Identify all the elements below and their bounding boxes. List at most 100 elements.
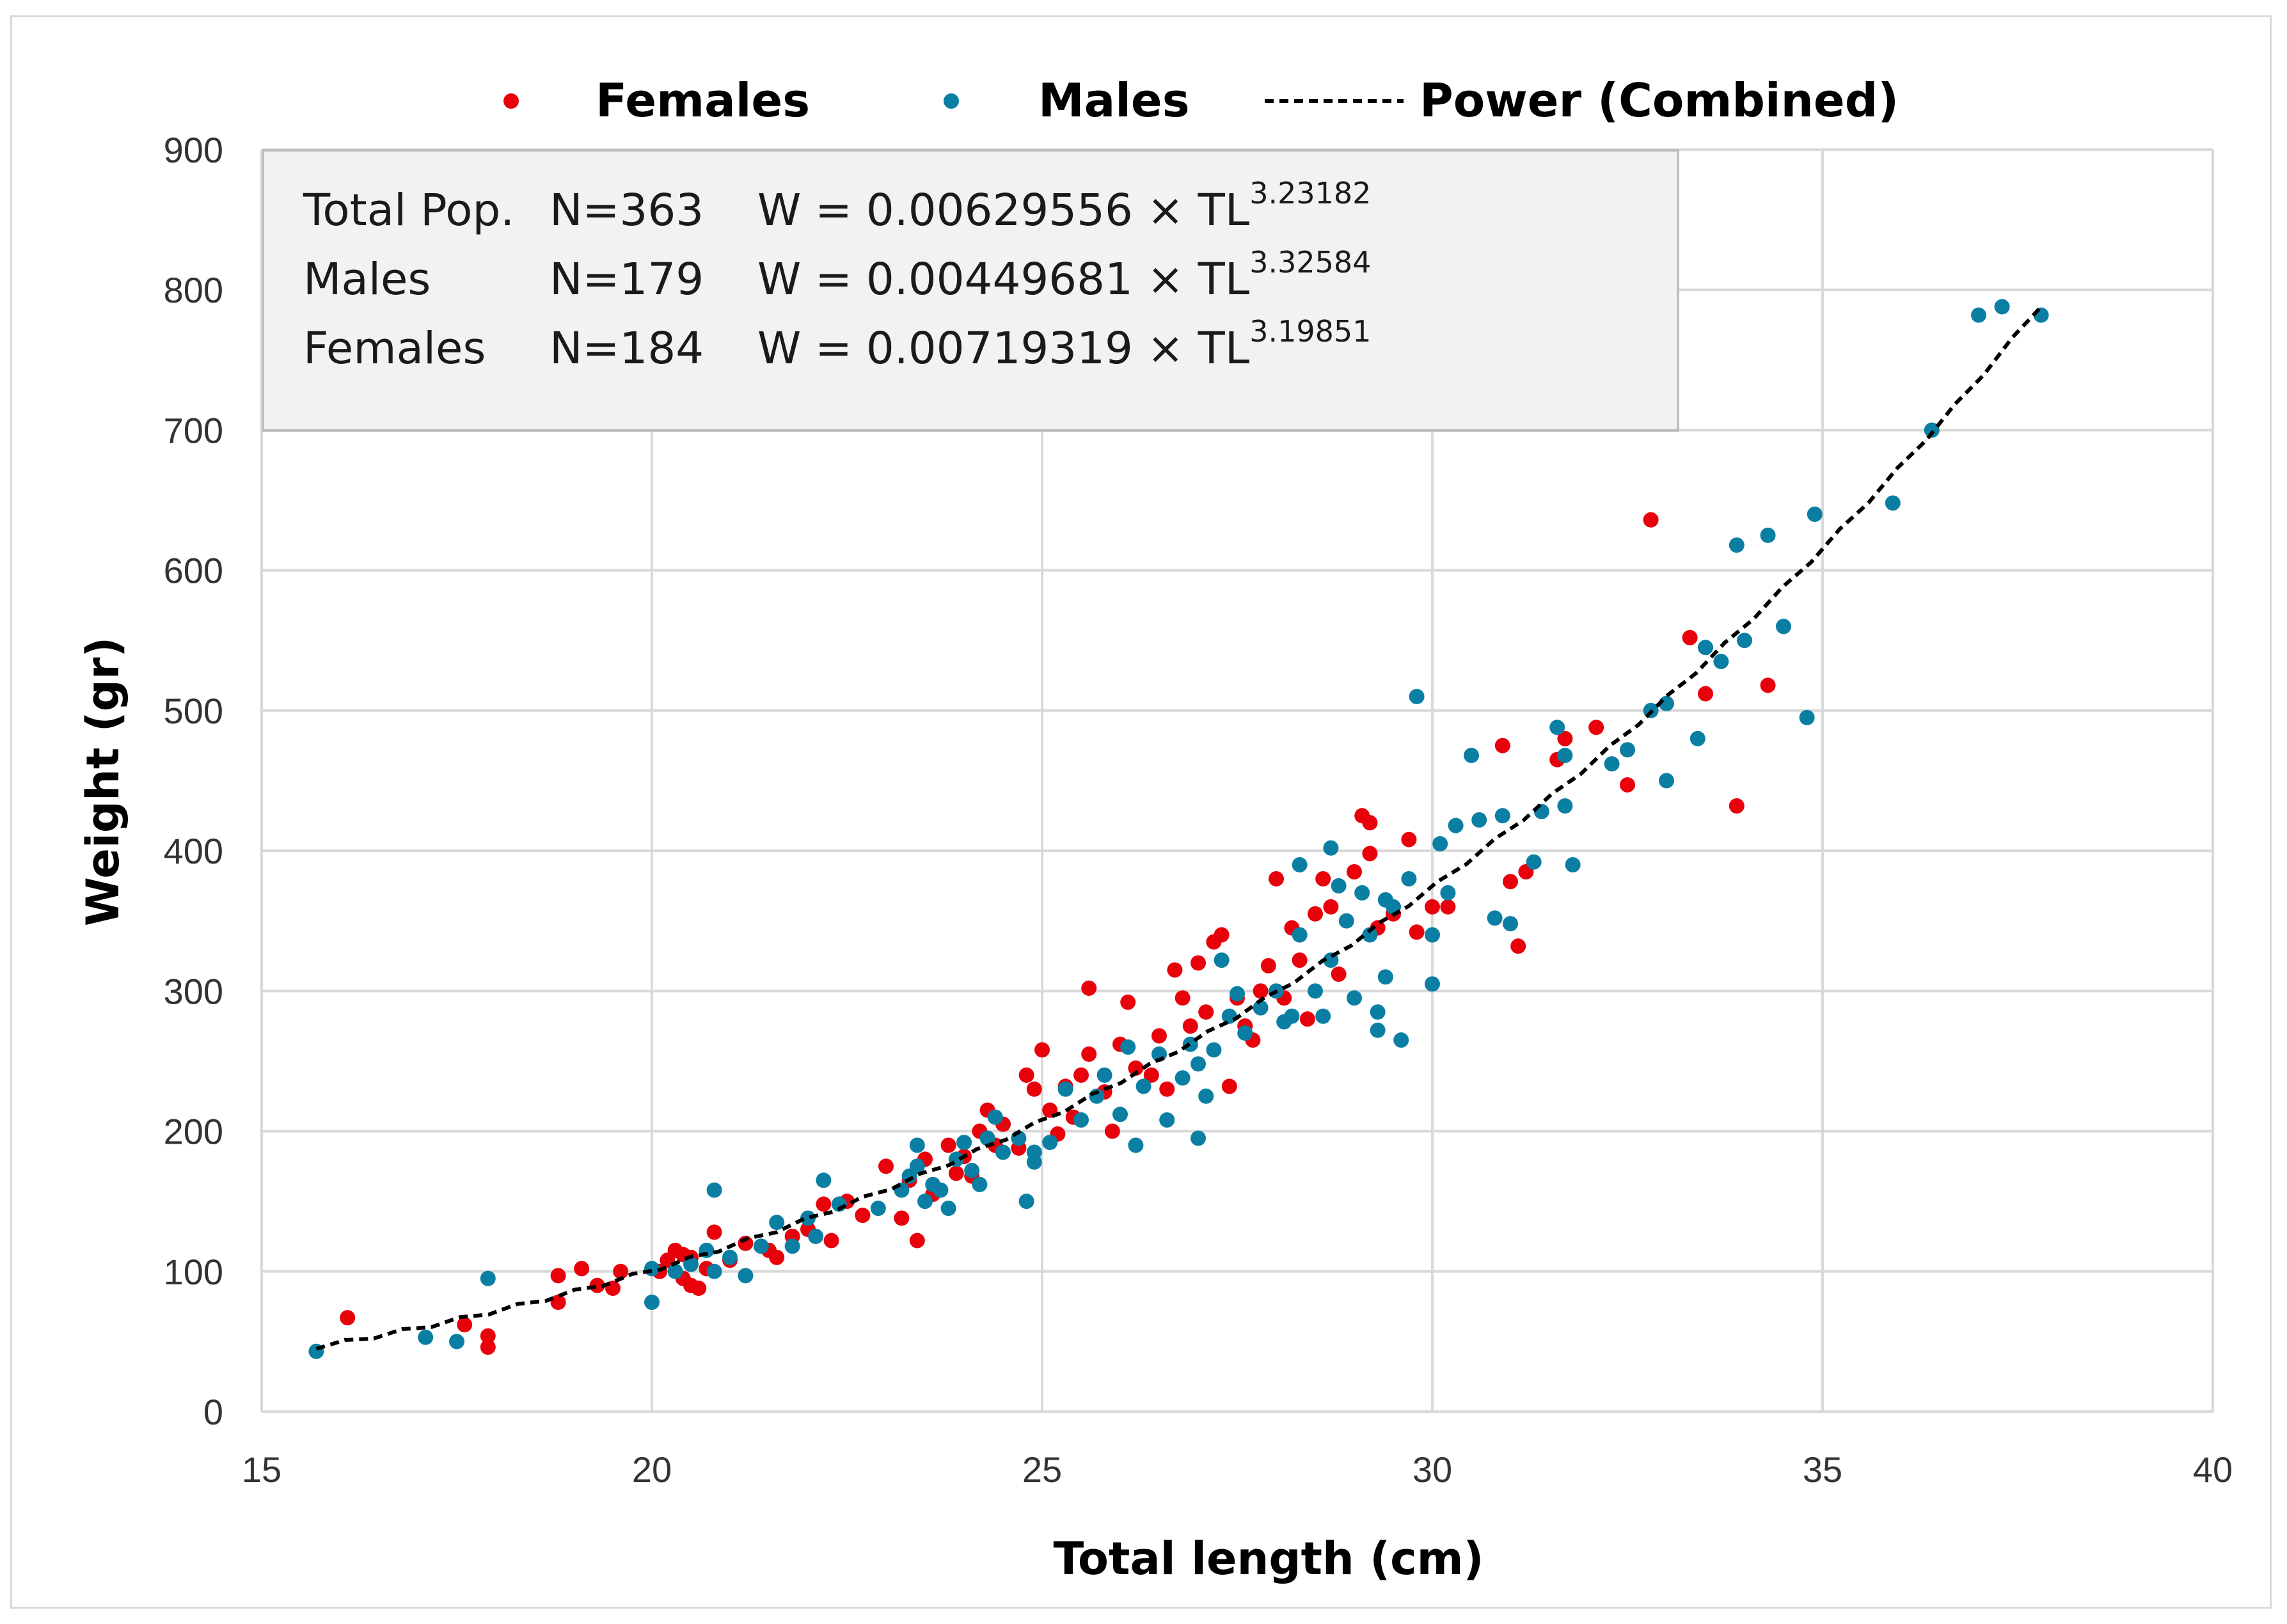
- female-point: [1151, 1028, 1167, 1044]
- female-point: [550, 1268, 566, 1284]
- male-point: [683, 1256, 699, 1272]
- male-point: [1799, 709, 1815, 725]
- female-point: [1698, 686, 1713, 702]
- male-point: [933, 1182, 949, 1198]
- x-tick-label: 35: [1803, 1449, 1842, 1490]
- male-point: [644, 1261, 660, 1277]
- male-point: [808, 1228, 824, 1244]
- male-point: [800, 1210, 816, 1226]
- x-tick-label: 25: [1022, 1449, 1062, 1490]
- equation-exponent: 3.32584: [1249, 245, 1371, 280]
- male-point: [1401, 871, 1417, 887]
- male-point: [1331, 878, 1347, 894]
- x-axis-title: Total length (cm): [1053, 1533, 1484, 1585]
- female-point: [1159, 1081, 1175, 1097]
- legend-males-label: Males: [1038, 74, 1190, 127]
- female-point: [340, 1310, 356, 1326]
- female-point: [1260, 958, 1276, 974]
- female-point: [1409, 924, 1425, 940]
- male-point: [1659, 695, 1674, 711]
- male-point: [995, 1144, 1011, 1160]
- male-point: [753, 1238, 769, 1254]
- x-tick-label: 30: [1413, 1449, 1452, 1490]
- male-point: [909, 1158, 925, 1174]
- male-point: [1557, 748, 1573, 764]
- male-point: [1018, 1194, 1034, 1210]
- males-series: [308, 299, 2049, 1359]
- y-tick-label: 200: [164, 1112, 223, 1152]
- male-point: [1057, 1081, 1073, 1097]
- male-point: [972, 1176, 988, 1192]
- y-tick-label: 800: [164, 270, 223, 310]
- female-point: [769, 1249, 785, 1265]
- female-point: [1182, 1018, 1198, 1034]
- female-point: [691, 1281, 707, 1297]
- y-tick-label: 900: [164, 130, 223, 170]
- female-point: [1503, 874, 1518, 890]
- male-point: [1549, 720, 1565, 736]
- male-point: [979, 1130, 995, 1146]
- male-point: [1362, 927, 1378, 943]
- female-point: [574, 1261, 590, 1277]
- y-tick-label: 100: [164, 1252, 223, 1292]
- female-point: [1299, 1011, 1315, 1027]
- legend-females-marker: [503, 93, 519, 109]
- female-point: [1104, 1123, 1120, 1139]
- male-point: [1120, 1039, 1136, 1055]
- male-point: [1026, 1154, 1042, 1170]
- male-point: [1409, 688, 1425, 704]
- male-point: [1604, 756, 1620, 772]
- equation-group-label: Males: [303, 254, 431, 305]
- x-tick-label: 15: [242, 1449, 281, 1490]
- male-point: [1729, 537, 1745, 553]
- male-point: [1128, 1137, 1144, 1153]
- male-point: [1464, 748, 1479, 764]
- male-point: [1440, 885, 1456, 901]
- male-point: [722, 1249, 738, 1265]
- male-point: [784, 1238, 800, 1254]
- female-point: [1292, 952, 1308, 968]
- female-point: [1315, 871, 1331, 887]
- female-point: [1191, 955, 1206, 971]
- male-point: [1776, 619, 1791, 635]
- female-point: [1347, 863, 1362, 879]
- male-point: [1690, 730, 1705, 746]
- male-point: [956, 1135, 972, 1151]
- female-point: [1510, 938, 1526, 954]
- male-point: [667, 1263, 683, 1279]
- y-tick-label: 600: [164, 551, 223, 591]
- male-point: [1230, 986, 1245, 1002]
- male-point: [1377, 969, 1393, 985]
- female-point: [909, 1233, 925, 1249]
- male-point: [1315, 1008, 1331, 1024]
- female-point: [1323, 899, 1339, 915]
- female-point: [1557, 730, 1573, 746]
- female-point: [1588, 720, 1604, 736]
- female-point: [1620, 777, 1635, 793]
- male-point: [1698, 640, 1713, 656]
- male-point: [1503, 916, 1518, 932]
- male-point: [418, 1329, 434, 1345]
- chart-frame: 0 100 200 300 400 500 600 700 800 900 15 20 25 30 35 40…: [10, 15, 2272, 1609]
- female-point: [1221, 1078, 1237, 1094]
- female-point: [816, 1196, 832, 1212]
- y-tick-label: 0: [203, 1392, 223, 1432]
- females-series: [340, 512, 1776, 1355]
- male-point: [1112, 1107, 1128, 1123]
- female-point: [1073, 1067, 1089, 1083]
- male-point: [987, 1109, 1003, 1125]
- male-point: [1425, 927, 1440, 943]
- male-point: [816, 1172, 832, 1188]
- female-point: [1143, 1067, 1159, 1083]
- male-point: [1659, 773, 1674, 789]
- female-point: [1440, 899, 1456, 915]
- male-point: [1425, 976, 1440, 992]
- legend-fit-label: Power (Combined): [1420, 74, 1899, 127]
- equation-sample-size: N=179: [550, 254, 704, 305]
- male-point: [1198, 1088, 1214, 1104]
- equation-group-label: Total Pop.: [303, 185, 514, 236]
- male-point: [1370, 1022, 1386, 1038]
- male-point: [1221, 1008, 1237, 1024]
- female-point: [1682, 629, 1698, 645]
- male-point: [1206, 1042, 1222, 1058]
